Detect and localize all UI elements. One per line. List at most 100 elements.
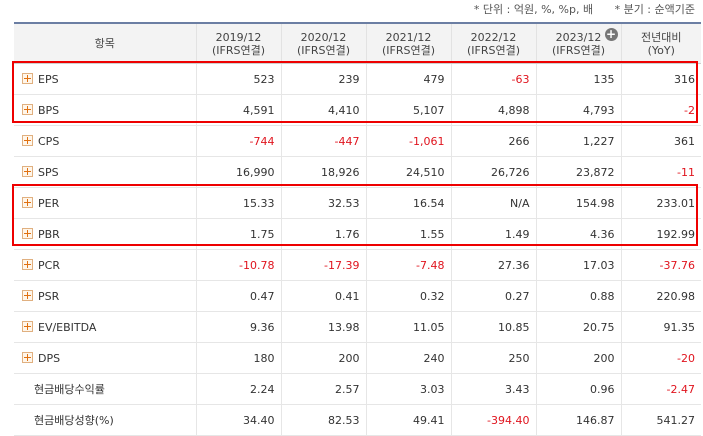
value-cell: 1.76: [280, 218, 366, 250]
row-label-cell[interactable]: PBR: [14, 218, 196, 250]
value-cell: 0.88: [535, 280, 621, 312]
value-cell: 5,107: [365, 94, 451, 126]
expand-plus-icon[interactable]: [22, 103, 33, 115]
value-cell: 0.41: [280, 280, 366, 312]
circle-plus-icon[interactable]: +: [604, 27, 618, 41]
value-cell: 479: [365, 63, 451, 95]
value-cell: 220.98: [620, 280, 701, 312]
header-basis: (IFRS연결): [211, 43, 266, 57]
row-label: PCR: [38, 258, 60, 272]
header-col-4: 2023/12 (IFRS연결) +: [535, 23, 621, 64]
value-cell: 2.24: [195, 373, 281, 405]
row-label: 현금배당수익률: [34, 383, 105, 396]
header-basis: (IFRS연결): [551, 43, 606, 57]
expand-plus-icon[interactable]: [22, 72, 33, 84]
value-cell: 17.03: [535, 249, 621, 281]
value-cell: 0.32: [365, 280, 451, 312]
value-cell: 541.27: [620, 404, 701, 436]
value-cell: 32.53: [280, 187, 366, 219]
value-cell: N/A: [450, 187, 536, 219]
row-label: BPS: [38, 103, 60, 117]
value-cell: 240: [365, 342, 451, 374]
row-label-cell[interactable]: PER: [14, 187, 196, 219]
expand-plus-icon[interactable]: [22, 227, 33, 239]
value-cell: 4.36: [535, 218, 621, 250]
table-body: EPS 523 239 479 -63 135 316 BPS 4,591 4,410 5,107 4…: [14, 63, 701, 436]
table-row: DPS 180 200 240 250 200 -20: [14, 342, 701, 374]
header-col-1: 2020/12 (IFRS연결): [280, 23, 366, 64]
value-cell: 49.41: [365, 404, 451, 436]
row-label-cell[interactable]: BPS: [14, 94, 196, 126]
header-year: 2019/12: [215, 30, 262, 44]
value-cell: 180: [195, 342, 281, 374]
value-cell: -447: [280, 125, 366, 157]
expand-plus-icon[interactable]: [22, 258, 33, 270]
row-label-cell[interactable]: CPS: [14, 125, 196, 157]
expand-plus-icon[interactable]: [22, 351, 33, 363]
value-cell: 23,872: [535, 156, 621, 188]
value-cell: 18,926: [280, 156, 366, 188]
value-cell: 10.85: [450, 311, 536, 343]
value-cell: 4,591: [195, 94, 281, 126]
table-row: CPS -744 -447 -1,061 266 1,227 361: [14, 125, 701, 157]
row-label-cell[interactable]: PSR: [14, 280, 196, 312]
table-row: PBR 1.75 1.76 1.55 1.49 4.36 192.99: [14, 218, 701, 250]
row-label-cell[interactable]: EV/EBITDA: [14, 311, 196, 343]
table-row: 현금배당성향(%) 34.40 82.53 49.41 -394.40 146.87 541…: [14, 404, 701, 436]
row-label: SPS: [38, 165, 59, 179]
financial-ratio-table: 항목 2019/12 (IFRS연결) 2020/12 (IFRS연결) 2021/12…: [14, 22, 701, 436]
value-cell: 1.55: [365, 218, 451, 250]
row-label-cell[interactable]: PCR: [14, 249, 196, 281]
header-year: 2023/12: [555, 30, 602, 44]
header-year: 전년대비: [641, 30, 682, 44]
value-cell: 523: [195, 63, 281, 95]
header-basis: (IFRS연결): [466, 43, 521, 57]
header-year: 2021/12: [385, 30, 432, 44]
header-year: 2022/12: [470, 30, 517, 44]
value-cell: 15.33: [195, 187, 281, 219]
value-cell: 82.53: [280, 404, 366, 436]
table-row: SPS 16,990 18,926 24,510 26,726 23,872 -11: [14, 156, 701, 188]
value-cell: -2.47: [620, 373, 701, 405]
period-note: * 분기 : 순액기준: [614, 3, 695, 16]
value-cell: -7.48: [365, 249, 451, 281]
expand-plus-icon[interactable]: [22, 165, 33, 177]
expand-plus-icon[interactable]: [22, 289, 33, 301]
row-label-cell[interactable]: SPS: [14, 156, 196, 188]
table-row: PSR 0.47 0.41 0.32 0.27 0.88 220.98: [14, 280, 701, 312]
value-cell: 26,726: [450, 156, 536, 188]
value-cell: 0.96: [535, 373, 621, 405]
header-item: 항목: [14, 23, 196, 64]
table-row: EV/EBITDA 9.36 13.98 11.05 10.85 20.75 91.35: [14, 311, 701, 343]
value-cell: 16,990: [195, 156, 281, 188]
row-label-cell: 현금배당성향(%): [14, 404, 196, 436]
header-col-5: 전년대비 (YoY): [620, 23, 701, 64]
value-cell: 27.36: [450, 249, 536, 281]
value-cell: 192.99: [620, 218, 701, 250]
value-cell: 250: [450, 342, 536, 374]
value-cell: 24,510: [365, 156, 451, 188]
row-label-cell[interactable]: EPS: [14, 63, 196, 95]
value-cell: -1,061: [365, 125, 451, 157]
value-cell: 266: [450, 125, 536, 157]
value-cell: -37.76: [620, 249, 701, 281]
expand-plus-icon[interactable]: [22, 320, 33, 332]
value-cell: 4,410: [280, 94, 366, 126]
expand-plus-icon[interactable]: [22, 134, 33, 146]
value-cell: 11.05: [365, 311, 451, 343]
value-cell: 200: [535, 342, 621, 374]
value-cell: 2.57: [280, 373, 366, 405]
unit-note: * 단위 : 억원, %, %p, 배: [473, 3, 594, 16]
table-row: EPS 523 239 479 -63 135 316: [14, 63, 701, 95]
value-cell: -744: [195, 125, 281, 157]
row-label-cell[interactable]: DPS: [14, 342, 196, 374]
row-label: DPS: [38, 351, 61, 365]
expand-plus-icon[interactable]: [22, 196, 33, 208]
value-cell: -63: [450, 63, 536, 95]
value-cell: 1.75: [195, 218, 281, 250]
header-basis: (IFRS연결): [381, 43, 436, 57]
value-cell: 3.03: [365, 373, 451, 405]
table-row: PCR -10.78 -17.39 -7.48 27.36 17.03 -37.76: [14, 249, 701, 281]
value-cell: 154.98: [535, 187, 621, 219]
value-cell: -2: [620, 94, 701, 126]
